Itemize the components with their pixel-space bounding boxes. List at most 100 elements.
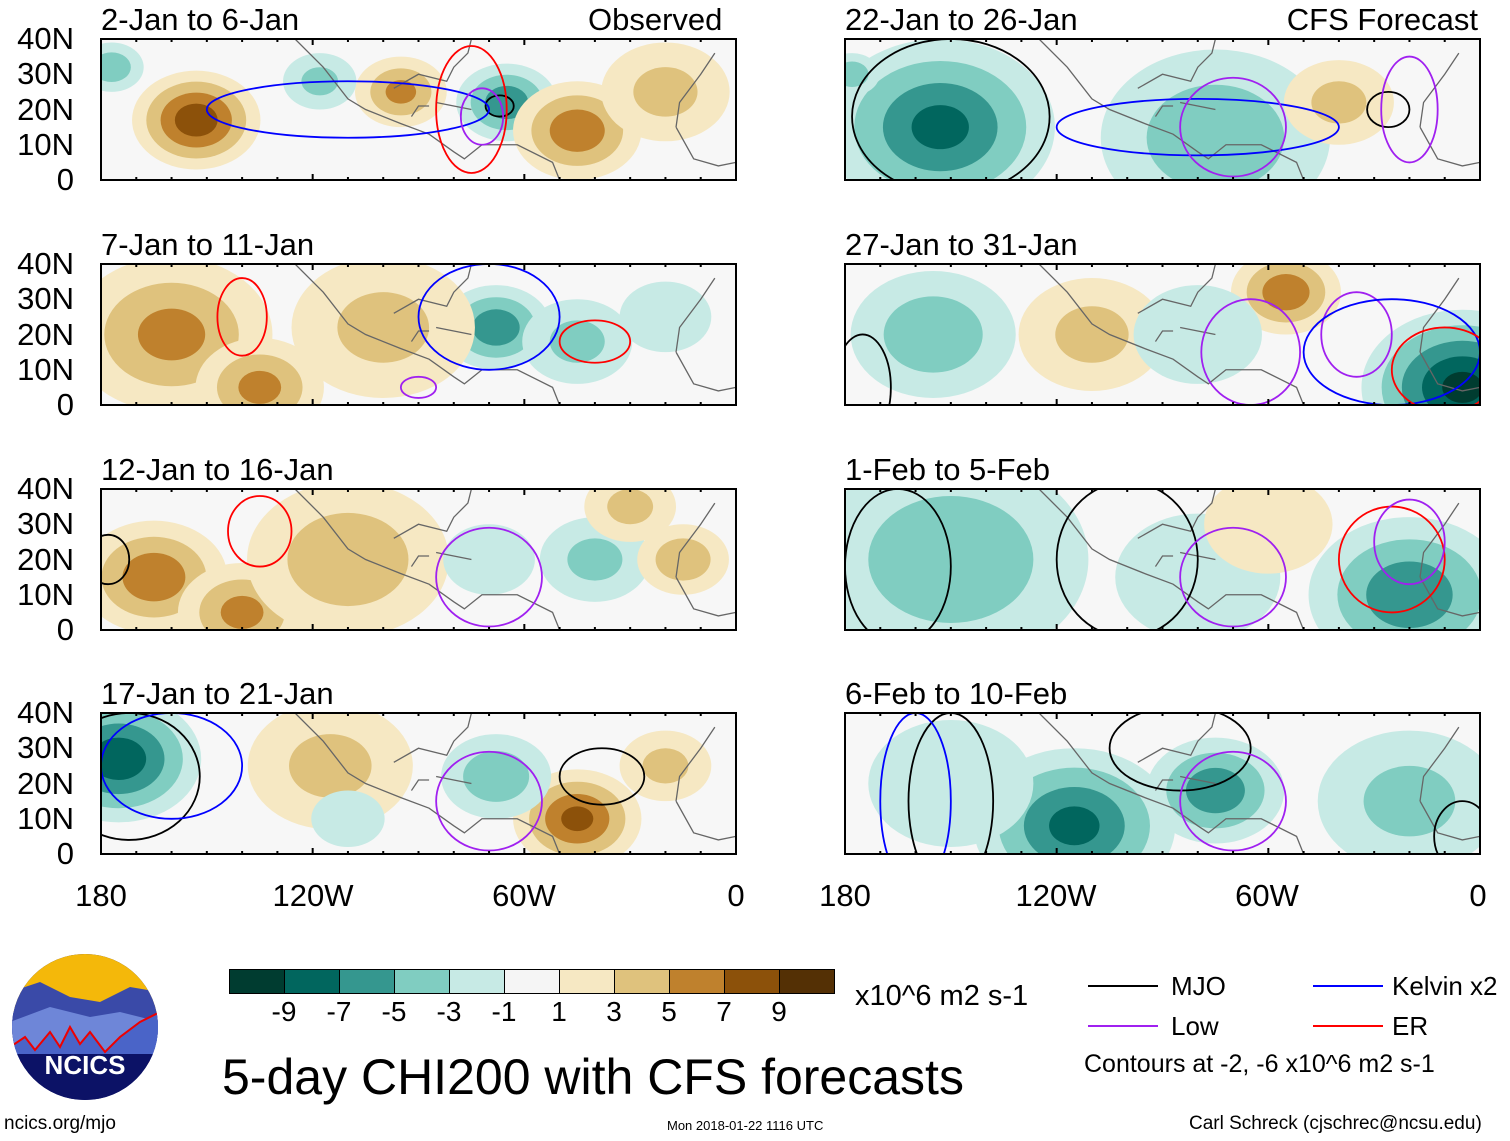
legend-line-mjo — [1088, 985, 1158, 987]
mjo-contour — [851, 39, 1051, 180]
mjo-contour — [845, 333, 892, 405]
map-panel — [844, 263, 1481, 406]
lat-label: 10N — [17, 351, 74, 387]
lat-label: 30N — [17, 506, 74, 542]
anomaly-fill — [883, 296, 983, 373]
anomaly-fill — [1363, 765, 1456, 837]
panel-title: 1-Feb to 5-Feb — [845, 452, 1051, 487]
legend-label-mjo: MJO — [1171, 971, 1226, 1001]
lat-label: 40N — [17, 471, 74, 506]
low-contour — [1320, 291, 1393, 378]
er-contour — [435, 45, 508, 174]
colorbar-swatch — [230, 970, 285, 993]
legend-label-er: ER — [1392, 1011, 1429, 1041]
colorbar-swatch — [340, 970, 395, 993]
low-contour — [459, 87, 505, 146]
lat-label: 40N — [17, 695, 74, 730]
anomaly-fill — [287, 512, 409, 607]
anomaly-fill — [1204, 489, 1333, 574]
kelvin-contour — [205, 80, 490, 139]
mjo-contour — [845, 489, 952, 630]
coastline — [1038, 264, 1480, 405]
coastline — [1038, 39, 1480, 180]
anomaly-fill — [655, 538, 711, 581]
anomaly-fill — [1311, 81, 1367, 124]
panel-title: 17-Jan to 21-Jan — [101, 676, 334, 711]
anomaly-fill — [137, 308, 206, 361]
map-panel — [100, 712, 737, 855]
anomaly-fill — [1442, 371, 1480, 403]
colorbar-swatch — [725, 970, 780, 993]
anomaly-fill — [472, 309, 520, 346]
panel-title: 6-Feb to 10-Feb — [845, 676, 1068, 711]
anomaly-fill — [174, 103, 218, 137]
kelvin-contour — [101, 713, 243, 820]
kelvin-contour — [1055, 98, 1340, 157]
colorbar-swatch — [285, 970, 340, 993]
map-panel — [844, 488, 1481, 631]
legend-line-low — [1088, 1025, 1158, 1027]
figure-title: 5-day CHI200 with CFS forecasts — [222, 1049, 964, 1105]
forecast-label: CFS Forecast — [1286, 2, 1478, 37]
anomaly-fill — [1049, 806, 1100, 846]
mjo-contour — [558, 747, 646, 806]
lat-label: 10N — [17, 576, 74, 612]
colorbar-label: -3 — [436, 996, 462, 1027]
anomaly-fill — [385, 80, 417, 104]
colorbar-label: -7 — [326, 996, 352, 1027]
lat-label: 40N — [17, 246, 74, 281]
colorbar — [229, 969, 835, 994]
anomaly-fill — [642, 748, 689, 784]
map-panel — [844, 38, 1481, 181]
anomaly-fill — [238, 370, 282, 404]
lat-label: 10N — [17, 126, 74, 162]
contour-note: Contours at -2, -6 x10^6 m2 s-1 — [1084, 1050, 1435, 1078]
er-contour — [216, 277, 268, 357]
colorbar-swatch — [670, 970, 725, 993]
coastline — [294, 713, 736, 854]
lon-label-right: 180 — [819, 878, 871, 913]
lat-label: 0 — [56, 836, 74, 871]
anomaly-fill — [619, 281, 712, 353]
lat-label: 30N — [17, 730, 74, 766]
anomaly-fill — [1146, 84, 1285, 180]
er-contour — [1337, 505, 1446, 614]
coastline — [294, 489, 736, 630]
low-contour — [435, 750, 543, 852]
anomaly-fill — [549, 109, 605, 152]
anomaly-fill — [1055, 306, 1129, 363]
lat-label: 30N — [17, 281, 74, 317]
lon-label-left: 120W — [272, 878, 354, 913]
panel-title: 27-Jan to 31-Jan — [845, 227, 1078, 262]
lon-label-left: 60W — [492, 878, 556, 913]
er-contour — [1390, 326, 1480, 405]
map-panel — [100, 263, 737, 406]
map-panel — [100, 488, 737, 631]
colorbar-swatch — [395, 970, 450, 993]
low-contour — [1179, 750, 1287, 852]
anomaly-fill — [1185, 767, 1245, 814]
lat-label: 0 — [56, 387, 74, 422]
lon-label-right: 120W — [1015, 878, 1097, 913]
anomaly-fill — [443, 524, 535, 595]
ncics-logo: NCICS — [12, 954, 158, 1100]
anomaly-fill — [1262, 274, 1310, 311]
anomaly-fill — [1366, 561, 1453, 629]
colorbar-swatch — [450, 970, 505, 993]
site-link[interactable]: ncics.org/mjo — [4, 1113, 116, 1134]
anomaly-fill — [337, 292, 430, 363]
timestamp: Mon 2018-01-22 1116 UTC — [667, 1118, 824, 1133]
lat-label: 30N — [17, 56, 74, 92]
legend-line-er — [1313, 1025, 1383, 1027]
mjo-contour — [484, 94, 515, 118]
lat-label: 20N — [17, 541, 74, 577]
panel-title: 2-Jan to 6-Jan — [101, 2, 300, 37]
low-contour — [1179, 526, 1287, 628]
colorbar-label: -1 — [491, 996, 517, 1027]
lat-label: 40N — [17, 21, 74, 56]
colorbar-swatch — [505, 970, 560, 993]
colorbar-label: 9 — [771, 996, 787, 1027]
colorbar-label: 7 — [716, 996, 732, 1027]
mjo-contour — [1055, 489, 1199, 630]
